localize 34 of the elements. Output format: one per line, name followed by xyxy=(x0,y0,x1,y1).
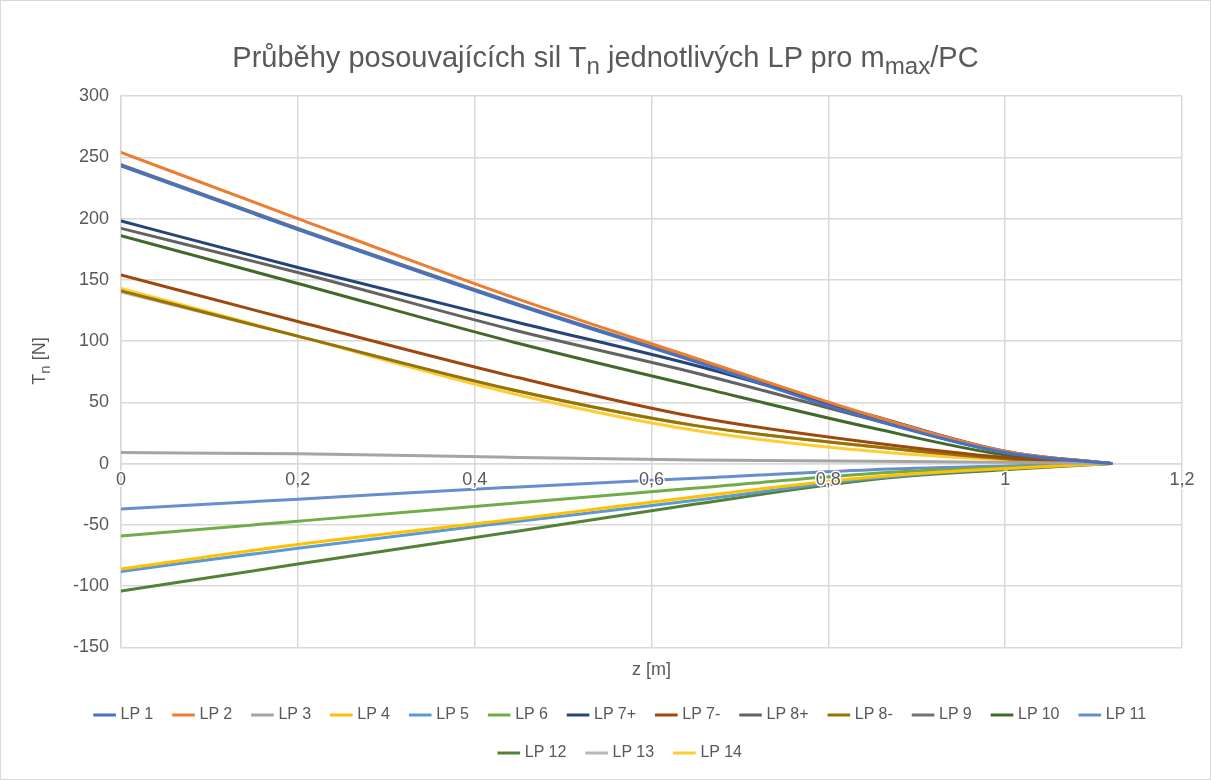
y-tick-label: -150 xyxy=(73,636,110,657)
legend-label: LP 13 xyxy=(612,743,655,761)
x-tick-label: 1,2 xyxy=(1169,469,1195,490)
legend-label: LP 5 xyxy=(436,705,469,723)
x-tick-label: 1 xyxy=(1000,469,1011,490)
y-tick-label: 300 xyxy=(78,84,110,105)
y-tick-label: 250 xyxy=(78,146,110,167)
x-tick-label: 0,8 xyxy=(815,469,841,490)
legend-label: LP 7- xyxy=(682,705,721,723)
y-tick-label: -100 xyxy=(73,575,110,596)
legend-label: LP 8- xyxy=(854,705,893,723)
y-tick-label: 150 xyxy=(78,268,110,289)
legend-label: LP 2 xyxy=(199,705,233,723)
legend-label: LP 3 xyxy=(278,705,312,723)
legend-label: LP 12 xyxy=(524,743,567,761)
legend-label: LP 6 xyxy=(515,705,548,723)
legend-label: LP 11 xyxy=(1105,705,1147,723)
y-tick-label: 50 xyxy=(89,391,110,412)
y-tick-label: 100 xyxy=(78,330,110,351)
y-tick-label: -50 xyxy=(83,513,110,534)
y-tick-label: 0 xyxy=(99,452,110,473)
x-tick-label: 0 xyxy=(116,469,127,490)
x-tick-label: 0,4 xyxy=(462,469,488,490)
x-tick-label: 0,2 xyxy=(285,469,311,490)
legend-label: LP 10 xyxy=(1017,705,1060,723)
y-tick-label: 200 xyxy=(78,207,110,228)
legend-label: LP 9 xyxy=(939,705,972,723)
chart-title: Průběhy posouvajících sil T$_{n}$ jednotlivých LP pro m$_{max}$/PC xyxy=(231,41,980,80)
legend-label: LP 14 xyxy=(700,743,743,761)
legend-label: LP 4 xyxy=(357,705,391,723)
x-axis-title: z [m] xyxy=(632,659,672,680)
legend-label: LP 1 xyxy=(120,705,154,723)
legend-label: LP 8+ xyxy=(766,705,809,723)
legend-label: LP 7+ xyxy=(594,705,637,723)
